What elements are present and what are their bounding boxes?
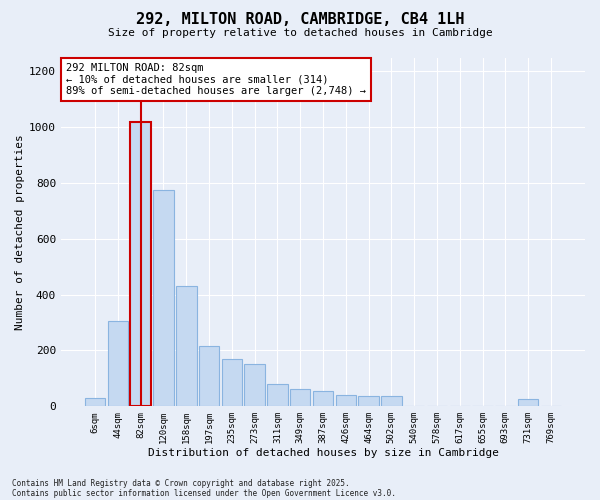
Bar bbox=[358, 396, 379, 406]
Bar bbox=[176, 286, 197, 406]
Bar bbox=[267, 384, 287, 406]
Text: 292, MILTON ROAD, CAMBRIDGE, CB4 1LH: 292, MILTON ROAD, CAMBRIDGE, CB4 1LH bbox=[136, 12, 464, 28]
Bar bbox=[381, 396, 401, 406]
Bar bbox=[199, 346, 220, 406]
X-axis label: Distribution of detached houses by size in Cambridge: Distribution of detached houses by size … bbox=[148, 448, 499, 458]
Text: Size of property relative to detached houses in Cambridge: Size of property relative to detached ho… bbox=[107, 28, 493, 38]
Bar bbox=[153, 190, 174, 406]
Bar bbox=[221, 359, 242, 406]
Text: Contains public sector information licensed under the Open Government Licence v3: Contains public sector information licen… bbox=[12, 488, 396, 498]
Text: 292 MILTON ROAD: 82sqm
← 10% of detached houses are smaller (314)
89% of semi-de: 292 MILTON ROAD: 82sqm ← 10% of detached… bbox=[66, 62, 366, 96]
Bar bbox=[313, 391, 333, 406]
Bar bbox=[518, 399, 538, 406]
Bar bbox=[244, 364, 265, 406]
Bar bbox=[85, 398, 106, 406]
Bar bbox=[130, 122, 151, 406]
Bar bbox=[290, 390, 310, 406]
Text: Contains HM Land Registry data © Crown copyright and database right 2025.: Contains HM Land Registry data © Crown c… bbox=[12, 478, 350, 488]
Y-axis label: Number of detached properties: Number of detached properties bbox=[15, 134, 25, 330]
Bar bbox=[335, 395, 356, 406]
Bar bbox=[107, 321, 128, 406]
